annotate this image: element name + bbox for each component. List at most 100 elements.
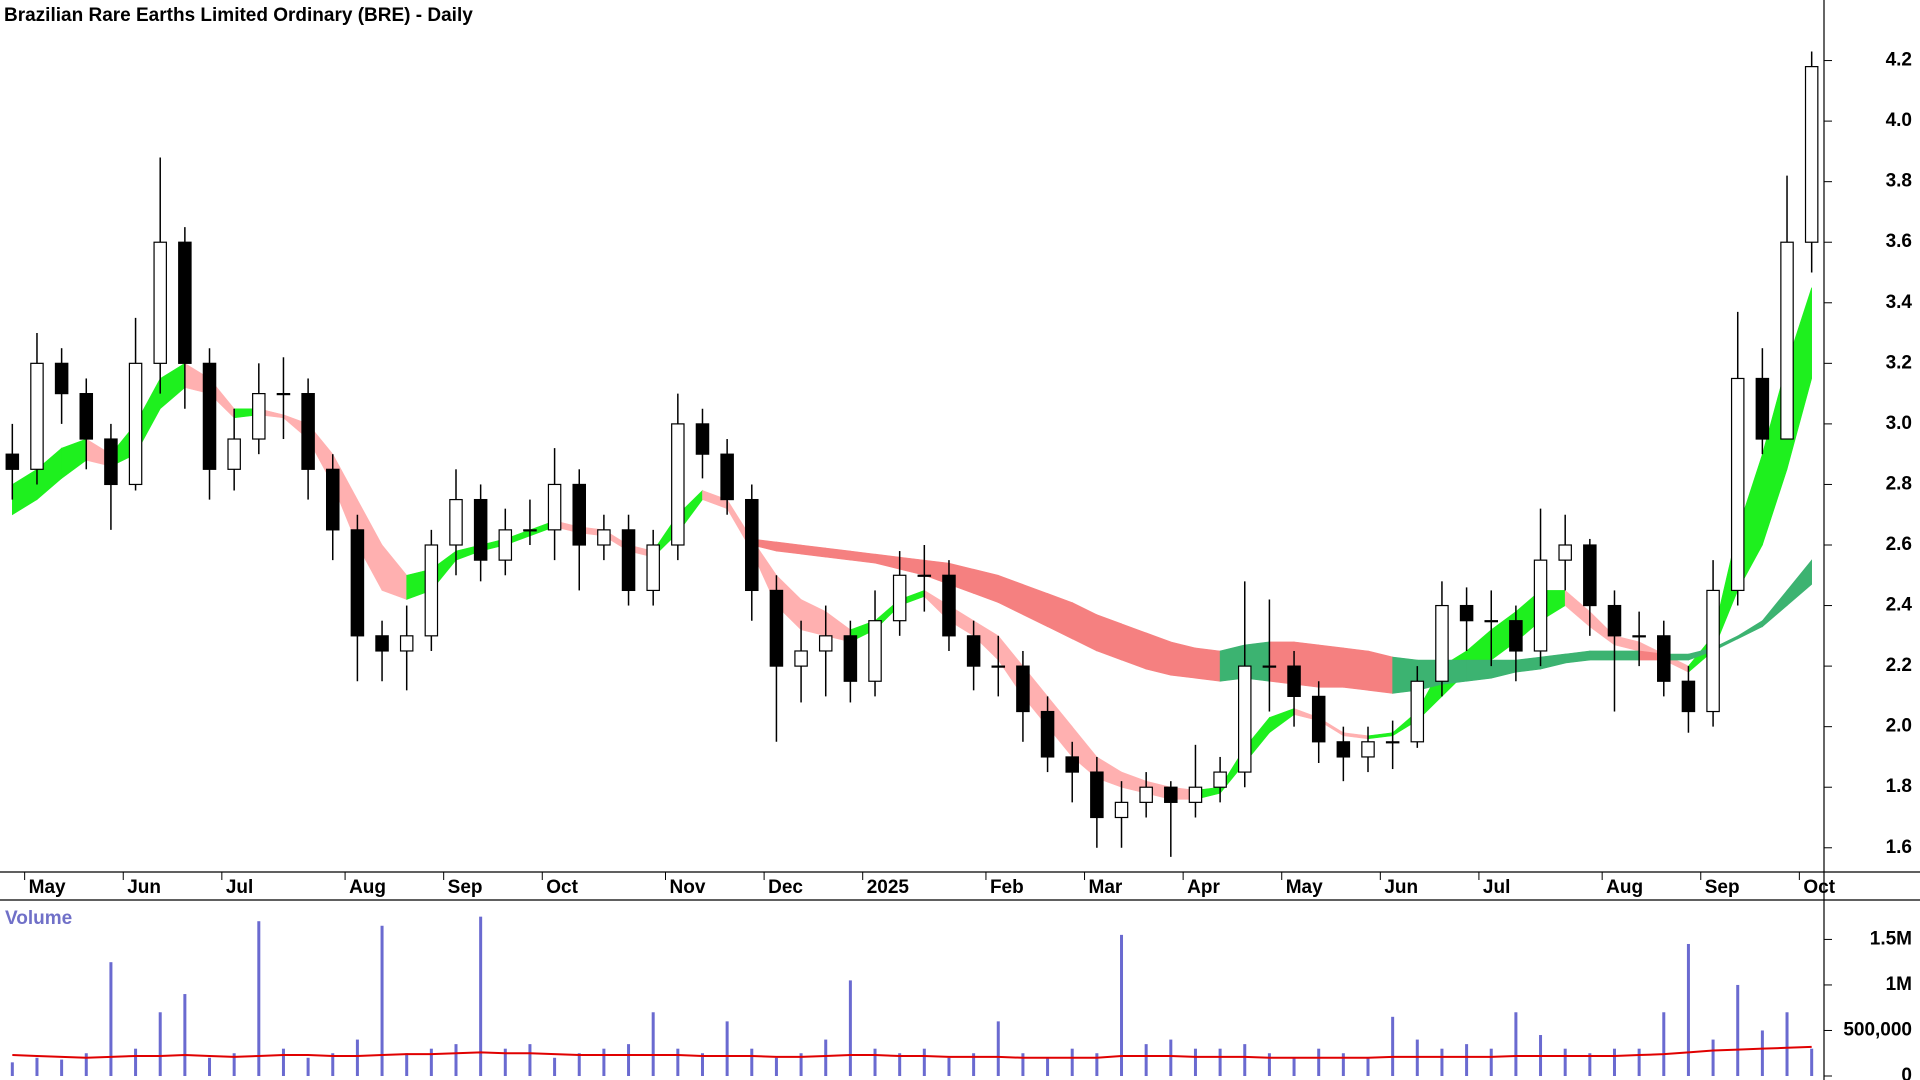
candle-body: [597, 529, 611, 546]
ma-band-segment: [776, 541, 802, 555]
volume-bar: [848, 980, 852, 1076]
y-tick-label: 3.8: [1886, 171, 1912, 192]
candle-body: [79, 393, 94, 440]
candle-body: [1016, 665, 1030, 713]
candle-body: [1804, 66, 1819, 243]
y-tick-label: 0: [1901, 1065, 1912, 1080]
volume-bar: [405, 1053, 409, 1076]
x-tick-label: 2025: [867, 877, 910, 898]
volume-bar: [1612, 1048, 1616, 1076]
candle-body: [1607, 604, 1622, 637]
candle-body: [1533, 559, 1548, 652]
ma-band-segment: [825, 547, 851, 561]
volume-bar: [651, 1012, 655, 1076]
x-tick-label: Feb: [990, 877, 1024, 898]
volume-bar: [750, 1048, 754, 1076]
ma-band-segment: [1515, 656, 1541, 673]
volume-bar: [183, 994, 187, 1076]
candle-body: [227, 438, 241, 470]
y-tick-label: 1.8: [1886, 776, 1912, 797]
volume-bar: [1193, 1048, 1197, 1076]
volume-bar: [35, 1057, 39, 1076]
ma-band-segment: [1121, 623, 1147, 670]
volume-bar: [479, 916, 483, 1076]
candle-body: [153, 241, 167, 364]
x-tick-label: Jul: [1483, 877, 1510, 898]
candle-body: [301, 393, 315, 470]
x-tick-label: Sep: [448, 877, 483, 898]
volume-bar: [553, 1057, 557, 1076]
volume-bar: [602, 1048, 606, 1076]
volume-bar: [1711, 1039, 1715, 1076]
candle-body: [1188, 786, 1203, 803]
y-tick-label: 2.0: [1886, 716, 1912, 737]
volume-bar: [158, 1012, 162, 1076]
volume-bar: [1267, 1053, 1271, 1076]
candle-body: [1090, 771, 1104, 819]
ma-band-segment: [1466, 659, 1492, 682]
candle-body: [1213, 771, 1227, 788]
x-tick-label: Aug: [349, 877, 386, 898]
volume-bar: [1120, 934, 1124, 1076]
candle-body: [424, 544, 439, 637]
y-tick-label: 1.5M: [1870, 928, 1912, 949]
candle-body: [1706, 589, 1720, 713]
volume-bar: [1317, 1048, 1321, 1076]
candle-body: [1484, 620, 1499, 623]
volume-bar: [454, 1044, 458, 1076]
x-tick-label: Jun: [1384, 877, 1418, 898]
volume-bar: [380, 925, 384, 1076]
candle-body: [646, 544, 660, 592]
x-tick-label: Nov: [670, 877, 706, 898]
ma-band-segment: [1022, 583, 1048, 628]
volume-bar: [1662, 1012, 1666, 1076]
candle-body: [1237, 665, 1252, 773]
volume-bar: [232, 1053, 236, 1076]
y-tick-label: 4.2: [1886, 50, 1912, 71]
ma-band-segment: [1343, 647, 1369, 691]
volume-bar: [700, 1053, 704, 1076]
candle-body: [1385, 741, 1400, 744]
candle-body: [1311, 695, 1326, 743]
candle-body: [868, 620, 882, 682]
candle-body: [54, 362, 69, 395]
y-tick-label: 2.4: [1886, 595, 1913, 616]
volume-bar: [1144, 1044, 1148, 1076]
candle-body: [843, 635, 858, 682]
volume-bar: [1785, 1012, 1789, 1076]
volume-bar: [824, 1039, 828, 1076]
candle-body: [449, 498, 463, 546]
candle-body: [523, 529, 537, 532]
ma-band-segment: [1564, 650, 1591, 664]
candle-body: [1632, 635, 1646, 638]
ma-band-segment: [1490, 659, 1517, 679]
y-tick-label: 4.0: [1886, 110, 1912, 131]
x-tick-label: Aug: [1606, 877, 1643, 898]
ma-band-segment: [1614, 650, 1640, 661]
y-tick-label: 1.6: [1886, 837, 1912, 858]
volume-bar: [503, 1048, 507, 1076]
candle-body: [5, 453, 20, 470]
ma-band-segment: [1343, 732, 1369, 740]
x-tick-label: May: [1286, 877, 1323, 898]
x-tick-label: Jul: [226, 877, 253, 898]
candle-body: [178, 241, 192, 364]
volume-bar: [1021, 1053, 1025, 1076]
volume-bar: [676, 1048, 680, 1076]
candle-body: [1755, 377, 1770, 440]
candle-body: [1410, 680, 1425, 743]
candle-body: [1657, 635, 1671, 682]
candle-body: [621, 529, 636, 592]
ma-band-segment: [1540, 653, 1566, 670]
volume-bar: [10, 1062, 14, 1076]
candle-body: [818, 635, 833, 652]
volume-bar: [528, 1044, 532, 1076]
ma-band-segment: [997, 574, 1024, 616]
ma-band-segment: [381, 544, 408, 600]
volume-bar: [725, 1021, 729, 1076]
volume-bar: [1514, 1012, 1518, 1076]
ma-band-segment: [1318, 644, 1344, 688]
volume-bar: [355, 1039, 359, 1076]
volume-bar: [306, 1057, 310, 1076]
